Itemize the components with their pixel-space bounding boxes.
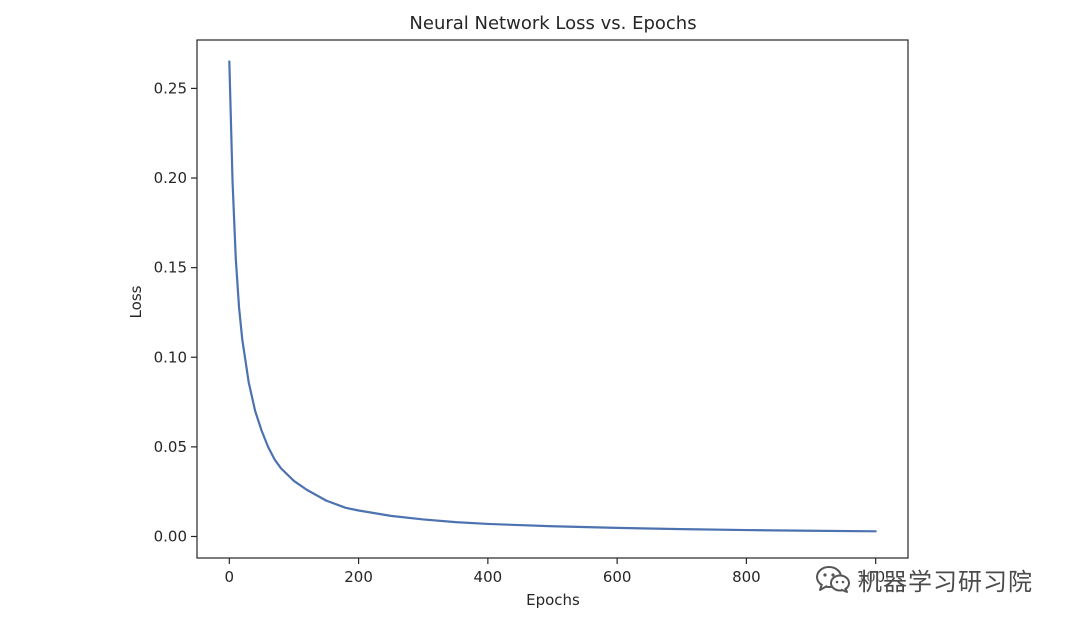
- x-tick-label: 800: [732, 568, 761, 586]
- x-tick-label: 1000: [857, 568, 895, 586]
- x-axis-label: Epochs: [526, 591, 580, 609]
- y-axis: 0.00 0.05 0.10 0.15 0.20 0.25: [154, 79, 197, 545]
- y-tick-label: 0.10: [154, 348, 187, 366]
- chart-title: Neural Network Loss vs. Epochs: [409, 13, 696, 34]
- y-tick-label: 0.25: [154, 79, 187, 97]
- x-tick-label: 0: [225, 568, 235, 586]
- y-tick-label: 0.15: [154, 259, 187, 277]
- x-tick-label: 400: [474, 568, 503, 586]
- x-tick-label: 200: [344, 568, 373, 586]
- wechat-logo-icon: [816, 566, 850, 593]
- plot-frame: [196, 39, 909, 559]
- watermark: 机器学习研习院: [814, 563, 1033, 596]
- watermark-text: 机器学习研习院: [858, 567, 1033, 596]
- x-tick-label: 600: [603, 568, 632, 586]
- x-axis: 0 200 400 600 800 1000: [225, 558, 895, 586]
- loss-series-line: [228, 60, 877, 533]
- y-axis-label: Loss: [127, 285, 145, 318]
- y-tick-label: 0.20: [154, 169, 187, 187]
- series-group: [228, 60, 877, 533]
- y-tick-label: 0.05: [154, 438, 187, 456]
- y-tick-label: 0.00: [154, 527, 187, 545]
